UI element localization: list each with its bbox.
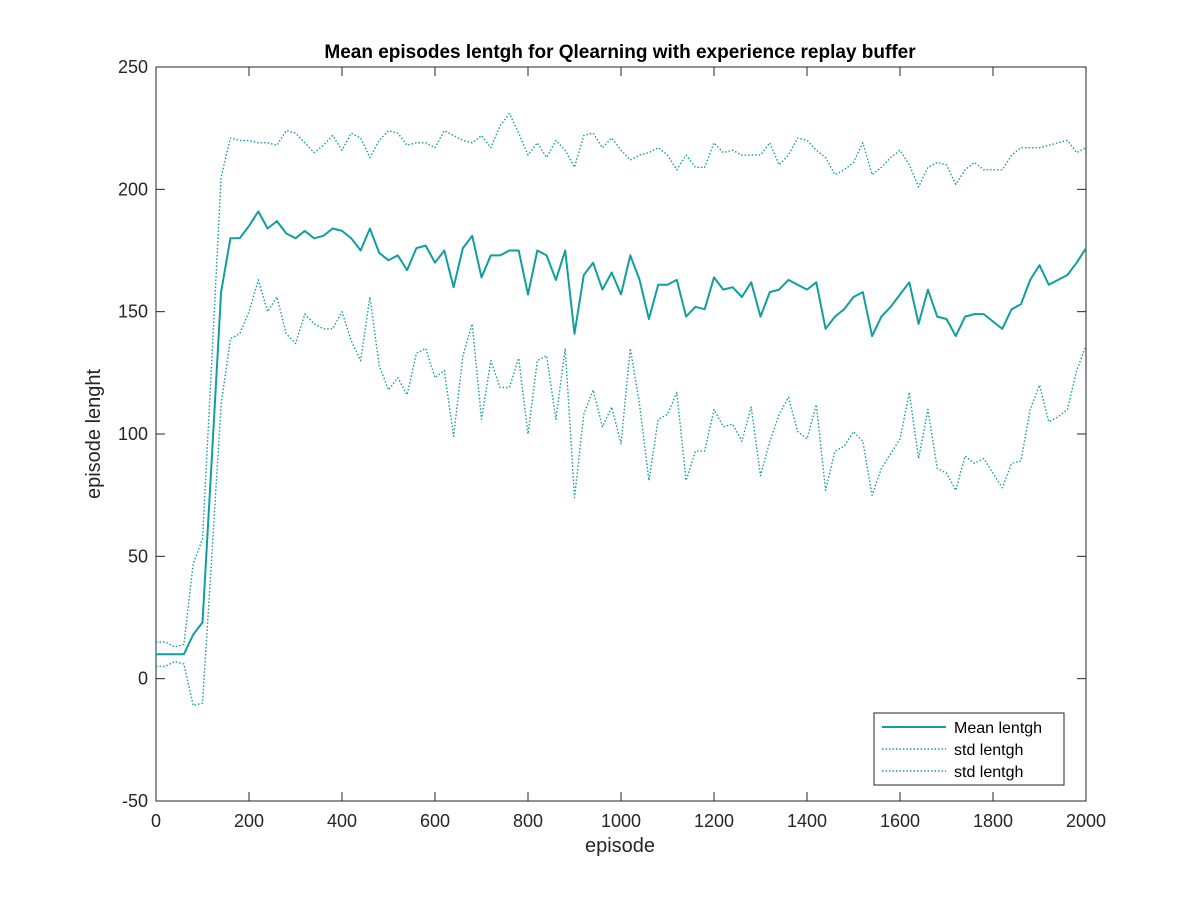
legend: Mean lentgh std lentgh std lentgh (873, 712, 1065, 786)
y-tick-label: 0 (138, 669, 148, 689)
y-tick-label: 50 (128, 546, 148, 566)
x-tick-label: 2000 (1066, 811, 1106, 831)
y-tick-label: -50 (122, 791, 148, 811)
x-tick-label: 1800 (973, 811, 1013, 831)
series-line-std-1 (156, 112, 1087, 648)
plot-area: 0 200 400 600 800 1000 1200 1400 1600 1800 2000-50… (118, 57, 1106, 831)
axes-box (155, 66, 1087, 802)
x-tick-label: 1000 (601, 811, 641, 831)
y-axis-label: episode lenght (83, 369, 105, 500)
x-tick-label: 200 (234, 811, 264, 831)
legend-box (873, 712, 1065, 786)
x-tick-label: 600 (420, 811, 450, 831)
x-tick-label: 1400 (787, 811, 827, 831)
x-tick-label: 0 (151, 811, 161, 831)
series-line-mean (156, 210, 1087, 656)
y-tick-label: 250 (118, 57, 148, 77)
x-tick-label: 1600 (880, 811, 920, 831)
y-tick-label: 150 (118, 302, 148, 322)
legend-label: std lentgh (954, 764, 1023, 781)
x-axis-label: episode (585, 835, 655, 857)
legend-label: std lentgh (954, 742, 1023, 759)
x-tick-label: 1200 (694, 811, 734, 831)
chart-title: Mean episodes lentgh for Qlearning with … (324, 42, 916, 63)
y-tick-label: 200 (118, 179, 148, 199)
x-tick-label: 400 (327, 811, 357, 831)
legend-label: Mean lentgh (954, 720, 1042, 737)
series-line-std-2 (156, 279, 1087, 707)
x-tick-label: 800 (513, 811, 543, 831)
y-tick-label: 100 (118, 424, 148, 444)
